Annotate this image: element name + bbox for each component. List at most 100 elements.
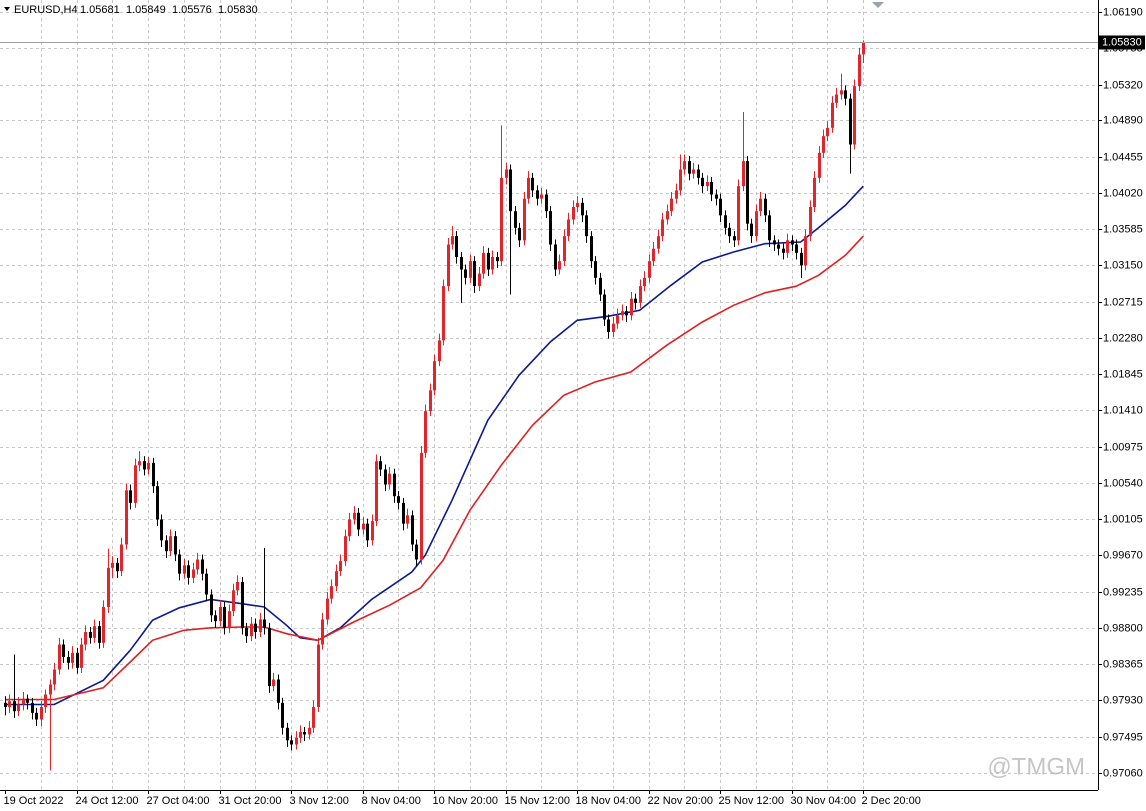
candle-body [98, 626, 101, 643]
candle-body [236, 582, 239, 591]
candle-body [719, 198, 722, 216]
candle-body [210, 594, 213, 616]
y-tick-label: 1.03585 [1103, 223, 1143, 235]
candle-body [599, 277, 602, 295]
candle-body [366, 523, 369, 541]
candle-body [156, 486, 159, 520]
candle-body [160, 519, 163, 541]
candle-body [634, 298, 637, 303]
candle-body [545, 194, 548, 212]
candle-body [791, 240, 794, 245]
candle-body [58, 644, 61, 670]
candle-body [71, 652, 74, 663]
candle-body [214, 615, 217, 622]
candle-body [290, 740, 293, 745]
y-tick-label: 0.98800 [1103, 622, 1143, 634]
candle-body [818, 152, 821, 178]
current-price-label: 1.05830 [1102, 36, 1142, 48]
candle-body [125, 490, 128, 545]
candle-body [460, 257, 463, 270]
candle-body [384, 469, 387, 485]
x-tick-label: 8 Nov 04:00 [362, 795, 421, 807]
candle-body [478, 273, 481, 287]
grid [0, 0, 1098, 790]
candle-body [692, 169, 695, 174]
candle-body [183, 565, 186, 574]
candle-body [219, 607, 222, 622]
candle-body [393, 473, 396, 497]
candle-body [590, 236, 593, 262]
y-tick-label: 0.97930 [1103, 694, 1143, 706]
candle-body [254, 623, 257, 632]
candle-body [531, 177, 534, 191]
candle-body [840, 90, 843, 95]
candle-body [710, 182, 713, 195]
candle-body [317, 644, 320, 707]
plot [4, 40, 865, 771]
candle-body [737, 186, 740, 241]
x-tick-label: 24 Oct 12:00 [76, 795, 139, 807]
candle-body [31, 702, 34, 713]
candle-body [371, 521, 374, 541]
candle-body [679, 169, 682, 191]
candle-body [755, 211, 758, 237]
candle-body [143, 461, 146, 470]
candle-body [487, 252, 490, 270]
y-tick-label: 1.03150 [1103, 259, 1143, 271]
candle-body [138, 461, 141, 466]
y-tick-label: 1.02715 [1103, 296, 1143, 308]
candle-body [849, 98, 852, 145]
candle-body [822, 136, 825, 153]
candle-body [84, 632, 87, 645]
candle-body [178, 554, 181, 574]
candle-body [750, 223, 753, 237]
candle-body [813, 177, 816, 207]
candle-body [187, 565, 190, 578]
candle-body [661, 219, 664, 237]
candle-body [563, 236, 566, 262]
candle-body [424, 411, 427, 453]
candle-body [451, 236, 454, 245]
candle-body [496, 257, 499, 262]
candle-body [8, 701, 11, 707]
ohlc-label: 1.05681 [80, 4, 120, 16]
candle-body [201, 559, 204, 574]
candle-body [326, 598, 329, 620]
candle-body [241, 582, 244, 628]
candle-body [782, 248, 785, 253]
candle-body [259, 619, 262, 632]
candle-body [491, 257, 494, 270]
candle-body [379, 461, 382, 470]
candle-body [107, 567, 110, 607]
candle-body [607, 319, 610, 332]
candle-body [348, 519, 351, 537]
candle-body [281, 702, 284, 728]
candle-body [742, 161, 745, 187]
x-tick-label: 31 Oct 20:00 [219, 795, 282, 807]
x-tick-label: 22 Nov 20:00 [648, 795, 713, 807]
candle-body [447, 244, 450, 287]
candle-body [572, 207, 575, 220]
candle-body [527, 177, 530, 199]
candle-body [223, 607, 226, 628]
candle-body [701, 177, 704, 187]
candle-body [134, 465, 137, 503]
candle-body [670, 198, 673, 212]
candle-body [639, 286, 642, 303]
candle-body [862, 42, 865, 55]
candle-body [357, 512, 360, 530]
candle-body [308, 727, 311, 735]
candle-body [62, 644, 65, 657]
candle-body [567, 219, 570, 237]
candle-body [40, 707, 43, 720]
candle-body [473, 261, 476, 287]
candle-body [165, 540, 168, 552]
candle-body [411, 515, 414, 545]
y-tick-label: 1.01845 [1103, 368, 1143, 380]
candle-body [558, 261, 561, 270]
y-tick-label: 0.97060 [1103, 767, 1143, 779]
candle-body [272, 679, 275, 687]
candle-body [728, 227, 731, 237]
candle-body [312, 707, 315, 728]
candle-body [344, 536, 347, 562]
